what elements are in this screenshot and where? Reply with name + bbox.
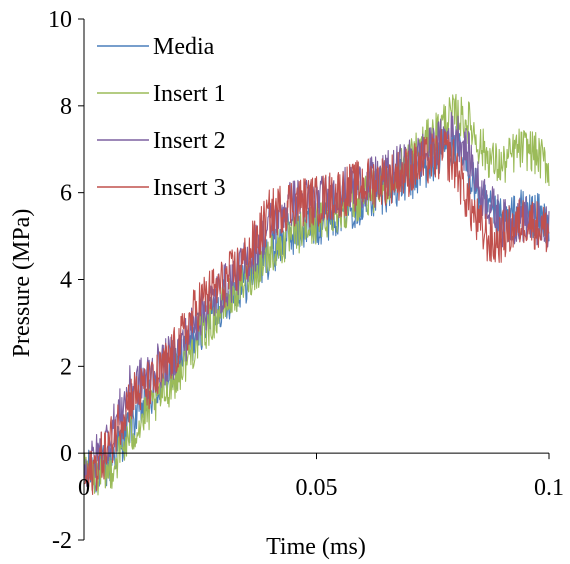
y-tick-label: -2: [52, 528, 72, 554]
legend-label: Insert 2: [153, 128, 226, 154]
y-tick-label: 2: [60, 354, 72, 380]
x-tick-label: 0.1: [534, 475, 564, 501]
x-axis-title: Time (ms): [266, 534, 366, 560]
y-tick-label: 10: [48, 7, 72, 33]
axes-layer: [78, 18, 550, 541]
series-line-insert-1: [83, 93, 550, 496]
legend-label: Insert 1: [153, 81, 226, 107]
series-line-insert-3: [83, 128, 550, 496]
legend-label: Insert 3: [153, 175, 226, 201]
legend: Media Insert 1 Insert 2 Insert 3: [97, 34, 226, 201]
legend-label: Media: [153, 34, 215, 60]
x-tick-label: 0: [78, 475, 90, 501]
y-tick-label: 4: [60, 268, 72, 294]
tick-labels: -2 0 2 4 6 8 10 0 0.05 0.1: [48, 7, 564, 554]
y-axis-title: Pressure (MPa): [9, 209, 35, 358]
series-line-insert-2: [83, 111, 550, 487]
series-layer: [83, 93, 550, 496]
y-tick-label: 8: [60, 94, 72, 120]
y-tick-label: 6: [60, 181, 72, 207]
y-tick-label: 0: [60, 441, 72, 467]
x-tick-label: 0.05: [296, 475, 338, 501]
